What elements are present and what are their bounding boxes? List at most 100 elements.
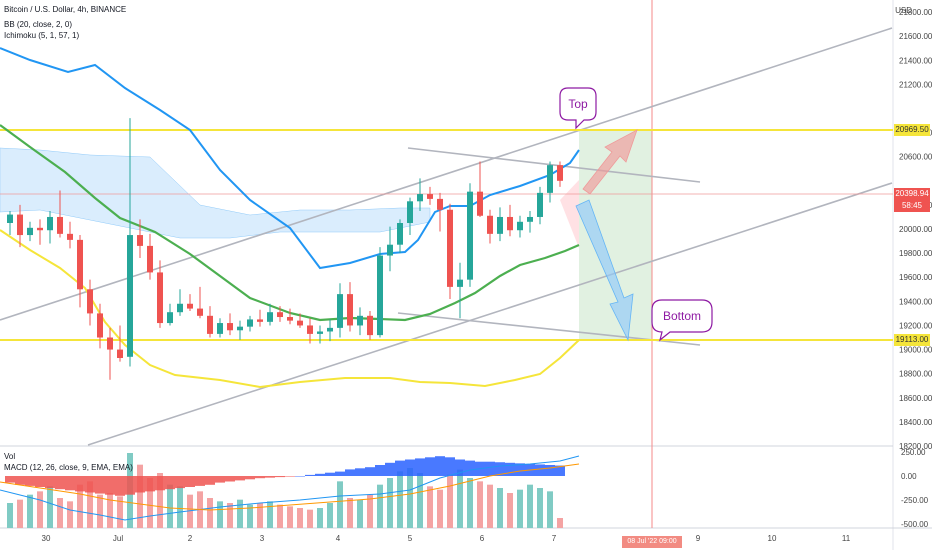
price-tick-label: 19400.00 <box>899 297 932 306</box>
candle <box>7 210 13 236</box>
candle <box>197 286 203 319</box>
candle <box>177 289 183 316</box>
volume-bar <box>107 493 113 528</box>
macd-bar <box>345 469 355 476</box>
time-tick-label: 3 <box>260 534 265 543</box>
macd-bar <box>45 476 55 489</box>
macd-bar <box>5 476 15 483</box>
macd-bar <box>415 458 425 476</box>
volume-bar <box>287 506 293 528</box>
macd-bar <box>355 468 365 476</box>
volume-bar <box>527 484 533 528</box>
time-tick-label: 7 <box>552 534 557 543</box>
vol-legend: Vol <box>4 452 16 461</box>
volume-bar <box>507 493 513 528</box>
volume-bar <box>377 484 383 528</box>
volume-bar <box>497 488 503 528</box>
volume-bar <box>397 471 403 528</box>
macd-bar <box>305 474 315 476</box>
candle <box>487 209 493 244</box>
volume-bar <box>17 499 23 528</box>
candle <box>217 318 223 338</box>
candle <box>437 192 443 232</box>
time-tick-label: 6 <box>480 534 485 543</box>
macd-bar <box>265 476 275 478</box>
volume-bar <box>217 501 223 528</box>
ichimoku-legend: Ichimoku (5, 1, 57, 1) <box>4 31 80 40</box>
macd-bar <box>215 476 225 483</box>
macd-bar <box>75 476 85 492</box>
macd-bar <box>175 476 185 489</box>
price-tick-label: 19200.00 <box>899 321 932 330</box>
candle <box>117 325 123 362</box>
volume-bar <box>537 488 543 528</box>
macd-bar <box>545 465 555 476</box>
volume-bar <box>297 508 303 528</box>
date-marker-tag: 08 Jul '22 09:00 <box>622 536 682 548</box>
price-tick-label: 21400.00 <box>899 56 932 65</box>
volume-bar <box>357 499 363 528</box>
loss-zone <box>560 180 579 248</box>
macd-bar <box>15 476 25 485</box>
candle <box>457 262 463 319</box>
candle <box>247 315 253 332</box>
lower-channel-line[interactable] <box>87 182 893 446</box>
candle <box>297 313 303 328</box>
volume-bar <box>67 501 73 528</box>
price-tick-label: 21800.00 <box>899 8 932 17</box>
volume-bar <box>187 494 193 528</box>
macd-bar <box>235 476 245 481</box>
macd-bar <box>485 461 495 476</box>
price-tick-label: 18400.00 <box>899 418 932 427</box>
macd-bar <box>135 476 145 493</box>
top-level-tag: 20969.50 <box>894 124 930 136</box>
macd-bar <box>85 476 95 493</box>
price-tick-label: 19800.00 <box>899 249 932 258</box>
macd-tick-label: -250.00 <box>901 496 929 505</box>
descending-line-upper[interactable] <box>407 147 701 183</box>
time-tick-label: 2 <box>188 534 193 543</box>
macd-bar <box>495 462 505 476</box>
macd-bar <box>165 476 175 490</box>
bottom-level-tag: 19113.00 <box>894 334 930 346</box>
volume-bar <box>7 503 13 528</box>
price-tick-label: 19000.00 <box>899 346 932 355</box>
time-tick-label: 10 <box>768 534 777 543</box>
volume-bar <box>117 496 123 528</box>
macd-tick-label: -500.00 <box>901 520 929 529</box>
price-tick-label: 18200.00 <box>899 442 932 451</box>
macd-bar <box>285 476 295 477</box>
top-callout[interactable]: Top <box>559 87 597 130</box>
macd-bar <box>515 463 525 476</box>
volume-bar <box>177 486 183 528</box>
macd-bar <box>405 459 415 476</box>
macd-bar <box>35 476 45 487</box>
volume-bar <box>327 503 333 528</box>
candle <box>107 327 113 380</box>
price-tick-label: 19600.00 <box>899 273 932 282</box>
candle <box>87 279 93 326</box>
currency-label: USD <box>895 6 912 15</box>
volume-bar <box>147 478 153 528</box>
candle <box>277 306 283 322</box>
macd-tick-label: 250.00 <box>901 448 926 457</box>
macd-bar <box>375 465 385 476</box>
candle <box>397 219 403 254</box>
macd-bar <box>505 462 515 476</box>
candle <box>137 219 143 258</box>
symbol-legend: Bitcoin / U.S. Dollar, 4h, BINANCE <box>4 5 127 14</box>
time-tick-label: 9 <box>696 534 701 543</box>
volume-bar <box>477 481 483 528</box>
time-tick-label: Jul <box>113 534 123 543</box>
macd-bar <box>445 457 455 476</box>
macd-tick-label: 0.00 <box>901 472 917 481</box>
volume-bar <box>87 481 93 528</box>
candle <box>287 308 293 325</box>
candle <box>347 282 353 332</box>
bottom-callout[interactable]: Bottom <box>651 299 713 342</box>
volume-bar <box>547 491 553 528</box>
candle <box>207 306 213 338</box>
candle <box>377 247 383 338</box>
current-price-tag: 20398.94 <box>894 188 930 200</box>
